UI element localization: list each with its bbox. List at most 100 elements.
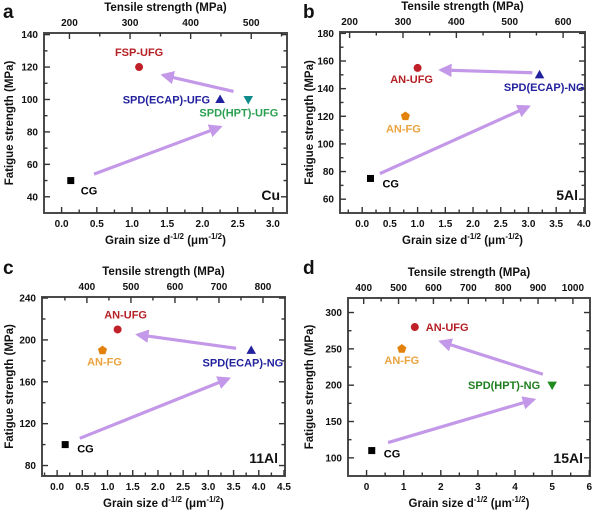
x-tick-label: 3.0 bbox=[266, 219, 280, 230]
y-tick-label: 140 bbox=[317, 84, 334, 95]
point-an-fg bbox=[400, 111, 410, 121]
x-tick-label: 2 bbox=[438, 482, 444, 493]
point-an-ufg bbox=[113, 325, 122, 334]
point-label-spd-ecap-ng: SPD(ECAP)-NG bbox=[203, 357, 284, 369]
x-tick-label: 1.5 bbox=[160, 219, 174, 230]
y-tick-label: 100 bbox=[21, 95, 38, 106]
x-axis-title: Grain size d-1/2 (μm-1/2) bbox=[103, 495, 224, 510]
top-tick-label: 800 bbox=[255, 282, 272, 293]
point-spd-hpt-ufg bbox=[243, 95, 254, 105]
y-tick-label: 120 bbox=[19, 419, 36, 430]
top-tick-label: 500 bbox=[501, 17, 518, 28]
x-tick-label: 4.5 bbox=[277, 482, 291, 493]
top-tick-label: 400 bbox=[182, 18, 199, 29]
x-tick-label: 3.5 bbox=[549, 219, 563, 230]
y-tick-label: 200 bbox=[19, 335, 36, 346]
x-axis-title: Grain size d-1/2 (μm-1/2) bbox=[105, 232, 226, 247]
trend-arrow bbox=[79, 376, 232, 440]
y-tick-label: 200 bbox=[325, 381, 342, 392]
panel-letter: b bbox=[303, 2, 315, 23]
panel-letter: d bbox=[303, 258, 315, 279]
trend-arrow bbox=[438, 63, 533, 78]
panel-chart-b: 0.0 0.5 1.0 1.5 2.0 2.5 3.0 3.5 4.0 60 80 100 120 140… bbox=[303, 1, 591, 247]
material-label: 15Al bbox=[553, 450, 583, 466]
x-tick-label: 1.5 bbox=[438, 219, 452, 230]
panel-a: 0.0 0.5 1.0 1.5 2.0 2.5 3.0 40 60 80 100 120 140 200 3… bbox=[0, 0, 300, 256]
panel-chart-d: 0 1 2 3 4 5 6 100 150 200 250 300 400 500 600 700 800 900… bbox=[303, 258, 592, 510]
top-tick-label: 400 bbox=[448, 17, 465, 28]
y-axis-title: Fatigue strength (MPa) bbox=[4, 324, 16, 449]
top-tick-label: 600 bbox=[167, 282, 184, 293]
point-cg bbox=[67, 177, 75, 185]
x-tick-label: 0.0 bbox=[55, 219, 69, 230]
y-tick-label: 160 bbox=[317, 57, 334, 68]
panel-chart-a: 0.0 0.5 1.0 1.5 2.0 2.5 3.0 40 60 80 100 120 140 200 3… bbox=[3, 2, 288, 247]
x-tick-label: 0.0 bbox=[50, 482, 64, 493]
trend-arrow bbox=[135, 329, 237, 350]
trend-arrow bbox=[160, 71, 234, 93]
x-tick-label: 0 bbox=[364, 482, 370, 493]
y-tick-label: 80 bbox=[27, 127, 39, 138]
material-label: 5Al bbox=[556, 187, 578, 203]
x-tick-label: 1.0 bbox=[101, 482, 115, 493]
x-tick-label: 1.5 bbox=[126, 482, 140, 493]
x-tick-label: 3 bbox=[475, 482, 481, 493]
y-axis-title: Fatigue strength (MPa) bbox=[304, 325, 316, 450]
y-tick-label: 120 bbox=[21, 63, 38, 74]
panel-letter: c bbox=[3, 258, 14, 279]
y-tick-label: 100 bbox=[325, 453, 342, 464]
material-label: Cu bbox=[261, 187, 280, 203]
x-tick-label: 2.0 bbox=[151, 482, 165, 493]
point-label-cg: CG bbox=[81, 186, 98, 198]
top-axis-title: Tensile strength (MPa) bbox=[104, 2, 227, 14]
x-tick-label: 4.0 bbox=[252, 482, 266, 493]
panel-chart-c: 0.0 0.5 1.0 1.5 2.0 2.5 3.0 3.5 4.0 4.5 80 120 160 20… bbox=[3, 258, 291, 510]
point-label-spd-hpt-ufg: SPD(HPT)-UFG bbox=[199, 107, 278, 119]
plot-frame bbox=[43, 32, 288, 214]
x-tick-label: 2.0 bbox=[466, 219, 480, 230]
panel-c: 0.0 0.5 1.0 1.5 2.0 2.5 3.0 3.5 4.0 4.5 80 120 160 20… bbox=[0, 256, 300, 513]
x-tick-label: 2.5 bbox=[494, 219, 508, 230]
top-tick-label: 200 bbox=[341, 17, 358, 28]
x-tick-label: 3.0 bbox=[522, 219, 536, 230]
point-label-an-fg: AN-FG bbox=[384, 355, 419, 367]
x-tick-label: 6 bbox=[586, 482, 592, 493]
top-axis-title: Tensile strength (MPa) bbox=[401, 1, 524, 13]
point-fsp-ufg bbox=[135, 63, 144, 72]
point-label-fsp-ufg: FSP-UFG bbox=[115, 47, 163, 59]
top-tick-label: 300 bbox=[122, 18, 139, 29]
point-cg bbox=[368, 447, 376, 455]
y-tick-label: 80 bbox=[25, 461, 37, 472]
top-tick-label: 700 bbox=[460, 283, 477, 294]
point-label-an-fg: AN-FG bbox=[87, 356, 122, 368]
point-spd-hpt-ng bbox=[547, 381, 557, 391]
point-label-an-ufg: AN-UFG bbox=[104, 309, 147, 321]
trend-arrow bbox=[438, 338, 544, 376]
x-tick-label: 1 bbox=[401, 482, 407, 493]
y-tick-label: 250 bbox=[325, 344, 342, 355]
x-tick-label: 5 bbox=[549, 482, 555, 493]
x-axis-title: Grain size d-1/2 (μm-1/2) bbox=[402, 232, 523, 247]
point-spd-ecap-ng bbox=[534, 69, 545, 79]
point-label-an-fg: AN-FG bbox=[386, 123, 421, 135]
top-tick-label: 1000 bbox=[562, 283, 585, 294]
panel-b: 0.0 0.5 1.0 1.5 2.0 2.5 3.0 3.5 4.0 60 80 100 120 140… bbox=[300, 0, 600, 256]
y-tick-label: 40 bbox=[27, 192, 39, 203]
y-tick-label: 180 bbox=[317, 29, 334, 40]
x-tick-label: 2.0 bbox=[196, 219, 210, 230]
point-cg bbox=[61, 441, 69, 449]
point-label-cg: CG bbox=[384, 449, 401, 461]
trend-arrow bbox=[93, 124, 223, 176]
x-tick-label: 0.5 bbox=[383, 219, 397, 230]
top-tick-label: 400 bbox=[355, 283, 372, 294]
point-spd-ecap-ufg bbox=[215, 94, 225, 103]
y-axis-title: Fatigue strength (MPa) bbox=[4, 61, 16, 186]
trend-arrow bbox=[379, 104, 531, 176]
point-an-fg bbox=[97, 345, 108, 355]
top-tick-label: 500 bbox=[243, 18, 260, 29]
x-tick-label: 0.5 bbox=[75, 482, 89, 493]
point-cg bbox=[366, 174, 374, 182]
top-axis-title: Tensile strength (MPa) bbox=[408, 267, 531, 279]
y-tick-label: 160 bbox=[19, 377, 36, 388]
